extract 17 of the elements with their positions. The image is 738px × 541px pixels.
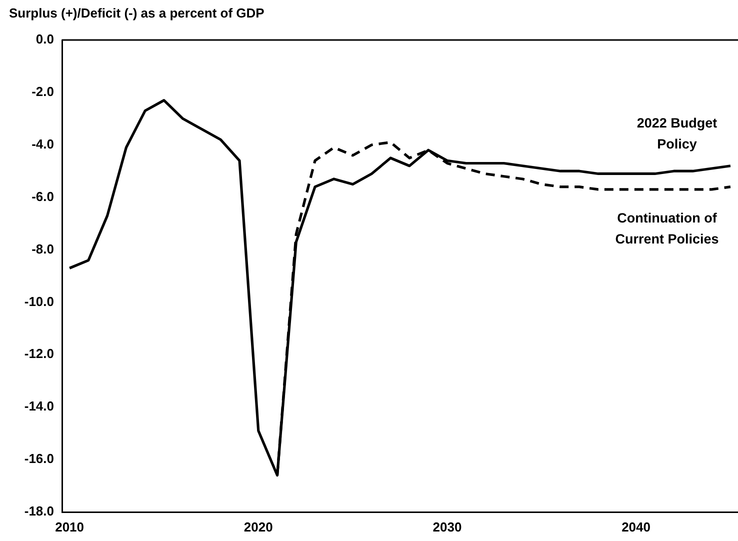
y-axis-title: Surplus (+)/Deficit (-) as a percent of GDP bbox=[9, 6, 265, 21]
x-tick-label: 2010 bbox=[55, 519, 84, 534]
y-tick-label: -12.0 bbox=[24, 346, 54, 362]
y-tick-label: -18.0 bbox=[24, 504, 54, 519]
y-tick-label: -6.0 bbox=[32, 188, 54, 204]
y-tick-label: -10.0 bbox=[24, 294, 54, 309]
x-tick-label: 2030 bbox=[432, 519, 462, 534]
series-label: 2022 Budget Policy bbox=[636, 116, 718, 152]
x-tick-label: 2040 bbox=[622, 519, 650, 534]
y-tick-label: -8.0 bbox=[32, 241, 54, 256]
y-tick-label: -14.0 bbox=[24, 398, 54, 414]
y-tick-label: -4.0 bbox=[32, 136, 54, 152]
y-tick-label: -2.0 bbox=[32, 84, 54, 100]
y-tick-label: 0.0 bbox=[36, 32, 54, 47]
series-label: Continuation of Current Policies bbox=[615, 210, 719, 247]
x-tick-label: 2020 bbox=[244, 519, 273, 534]
y-tick-label: -16.0 bbox=[24, 451, 54, 466]
